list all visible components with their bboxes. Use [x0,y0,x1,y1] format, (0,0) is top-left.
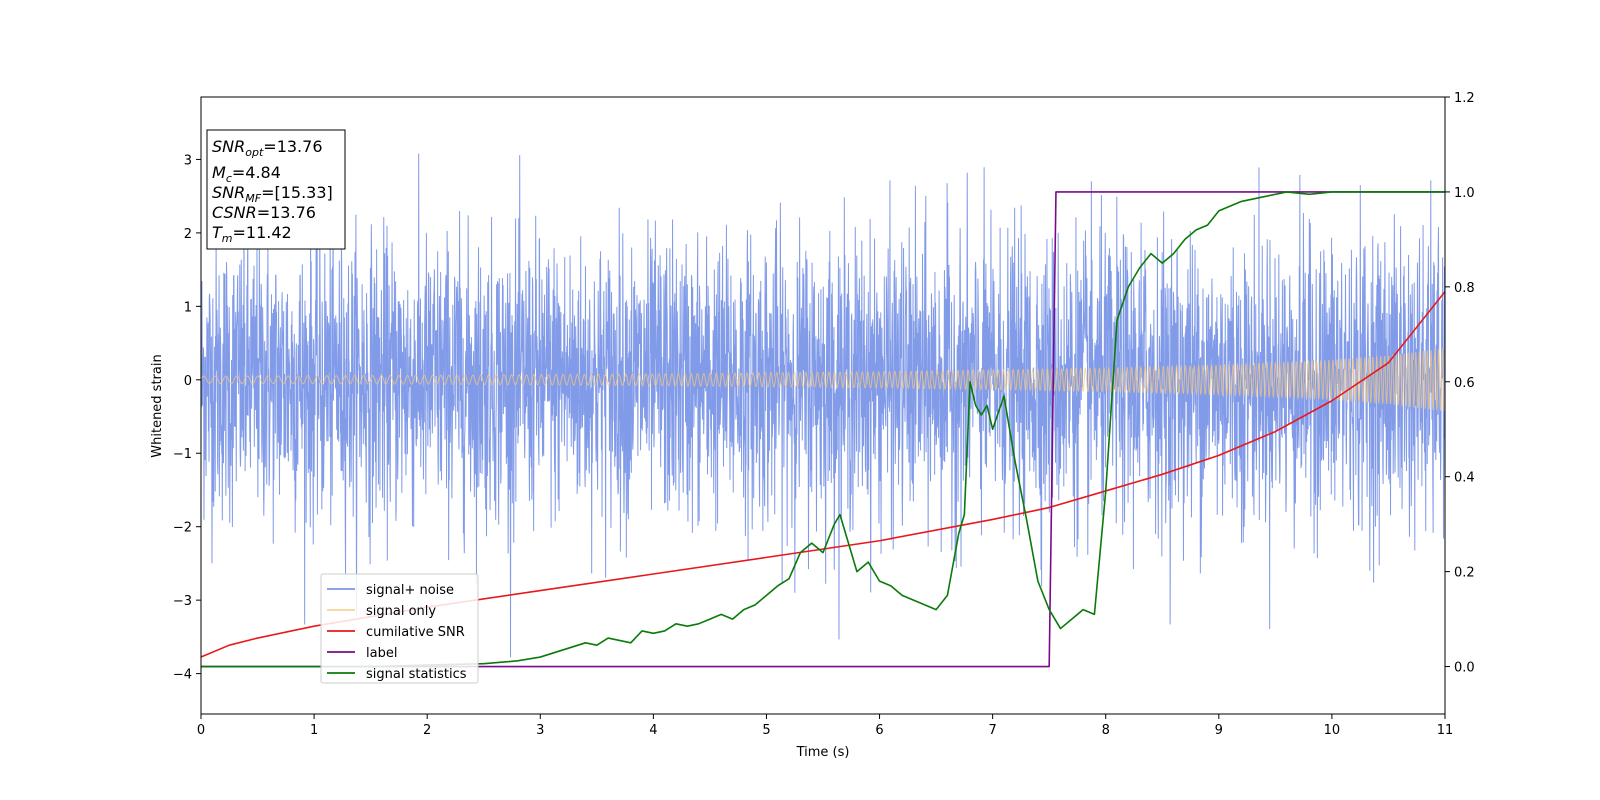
y-left-tick-label: −1 [173,447,192,462]
y-left-tick-label: −4 [173,668,192,683]
y-left-tick-label: −3 [173,594,192,609]
y-left-tick-label: 3 [184,153,192,168]
x-tick-label: 7 [988,723,996,738]
legend-label-signal-only: signal only [366,604,436,619]
x-tick-label: 0 [197,723,205,738]
stat-mc: Mc=4.84 [212,163,281,185]
stats-box: SNRopt=13.76 Mc=4.84 SNRMF=[15.33] CSNR=… [206,129,346,250]
x-tick-label: 3 [536,723,544,738]
y-axis-title: Whitened strain [150,354,165,457]
y-axis-right: 0.0 0.2 0.4 0.6 0.8 1.0 1.2 [1445,91,1475,676]
series-cumilative-snr-line [201,291,1445,658]
y-right-tick-label: 0.8 [1454,281,1475,296]
stat-tm: Tm=11.42 [212,223,292,245]
y-left-tick-label: 2 [184,227,192,242]
x-tick-label: 10 [1324,723,1341,738]
right-axis-series [201,191,1445,668]
x-tick-label: 9 [1215,723,1223,738]
y-axis-left: −4 −3 −2 −1 0 1 2 3 [173,153,201,683]
y-right-tick-label: 0.2 [1454,566,1475,581]
y-right-tick-label: 1.0 [1454,186,1475,201]
y-right-tick-label: 0.6 [1454,376,1475,391]
x-tick-label: 1 [310,723,318,738]
series-signal-statistics-line [201,191,1445,668]
y-right-tick-label: 0.4 [1454,471,1475,486]
legend-label-signal-statistics: signal statistics [366,667,467,682]
stat-csnr: CSNR=13.76 [212,203,316,222]
stat-snr-opt: SNRopt=13.76 [212,137,323,159]
legend-label-label: label [366,646,397,661]
y-right-tick-label: 0.0 [1454,661,1475,676]
series-label-line [201,191,1445,668]
legend-label-cumilative-snr: cumilative SNR [366,625,465,640]
legend-frame [320,573,479,684]
y-left-tick-label: 0 [184,374,192,389]
legend-label-signal-noise: signal+ noise [366,583,454,598]
x-axis: 0 1 2 3 4 5 6 7 8 9 10 11 [197,714,1453,738]
legend: signal+ noise signal only cumilative SNR la… [320,573,479,684]
y-right-tick-label: 1.2 [1454,91,1475,106]
x-tick-label: 5 [762,723,770,738]
signal-only-line [201,347,1445,412]
x-tick-label: 8 [1102,723,1110,738]
y-left-tick-label: 1 [184,300,192,315]
x-axis-title: Time (s) [796,745,850,760]
series-signal-only [201,347,1445,412]
plot-frame [200,96,1446,715]
stat-snr-mf: SNRMF=[15.33] [212,183,333,205]
x-tick-label: 6 [875,723,883,738]
x-tick-label: 4 [649,723,657,738]
y-left-tick-label: −2 [173,521,192,536]
x-tick-label: 11 [1437,723,1454,738]
stats-box-frame [206,129,346,250]
x-tick-label: 2 [423,723,431,738]
